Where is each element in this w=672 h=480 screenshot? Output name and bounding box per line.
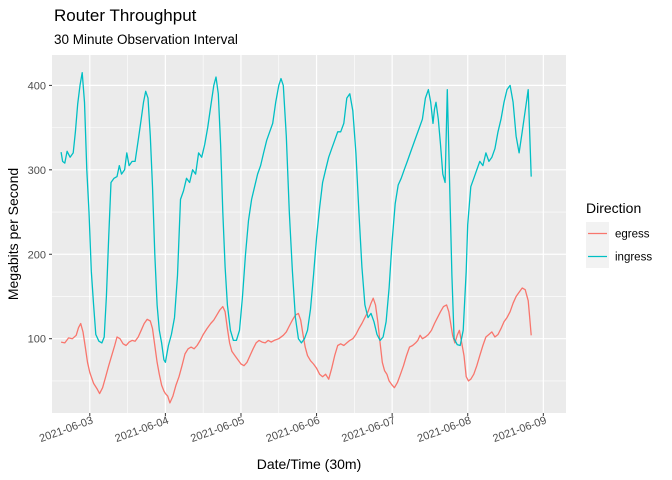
series-line-ingress (60, 72, 532, 363)
x-tick-label: 2021-06-09 (491, 415, 548, 446)
x-tick-label: 2021-06-07 (340, 415, 397, 446)
legend: Direction egress ingress (586, 200, 652, 268)
y-tick-label: 200 (28, 249, 46, 261)
grid-minor (52, 55, 566, 413)
legend-label-ingress: ingress (615, 252, 652, 264)
y-tick-label: 400 (28, 80, 46, 92)
chart-title: Router Throughput (54, 6, 197, 25)
x-axis-ticks: 2021-06-03 2021-06-04 2021-06-05 2021-06-06… (38, 413, 548, 446)
legend-label-egress: egress (615, 229, 650, 241)
y-axis-ticks: 100 200 300 400 (28, 80, 52, 346)
x-tick-label: 2021-06-03 (38, 415, 95, 446)
chart-subtitle: 30 Minute Observation Interval (54, 32, 238, 47)
x-tick-label: 2021-06-04 (113, 415, 170, 446)
series-layer (60, 72, 532, 404)
x-tick-label: 2021-06-06 (265, 415, 322, 446)
y-tick-label: 300 (28, 165, 46, 177)
x-tick-label: 2021-06-05 (189, 415, 246, 446)
x-tick-label: 2021-06-08 (416, 415, 473, 446)
y-axis-label: Megabits per Second (5, 168, 21, 300)
x-axis-label: Date/Time (30m) (257, 456, 362, 472)
y-tick-label: 100 (28, 334, 46, 346)
legend-title: Direction (586, 200, 641, 216)
